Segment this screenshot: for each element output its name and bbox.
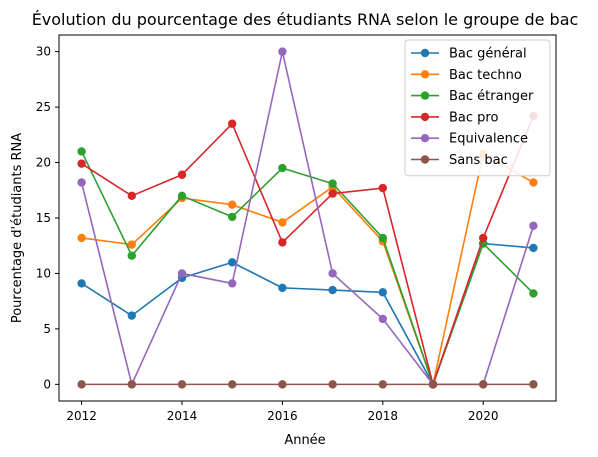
legend-item: Sans bac <box>411 153 508 168</box>
data-point <box>77 159 86 168</box>
data-point <box>177 191 187 201</box>
y-axis-label: Pourcentage d'étudiants RNA <box>10 133 25 323</box>
series-2 <box>77 147 538 389</box>
data-point <box>127 191 136 201</box>
data-point <box>328 380 337 389</box>
data-point <box>77 279 86 288</box>
legend-item: Bac techno <box>411 68 522 83</box>
legend-marker <box>420 134 430 143</box>
legend-label: Sans bac <box>449 153 508 168</box>
data-point <box>127 380 136 389</box>
data-point <box>529 221 538 230</box>
data-point <box>328 269 337 278</box>
axis-ticks: 2012 2014 2016 2018 2020 0 5 10 15 20 25 30 <box>36 45 499 423</box>
data-point <box>227 200 237 209</box>
data-point <box>77 380 86 389</box>
data-point <box>328 189 337 198</box>
data-point <box>177 170 187 179</box>
y-tick-label: 5 <box>43 322 51 336</box>
data-point <box>278 380 287 389</box>
data-point <box>529 380 538 389</box>
legend-label: Bac général <box>449 47 527 62</box>
data-point <box>529 289 538 298</box>
data-point <box>77 147 86 156</box>
x-tick-label: 2014 <box>167 409 198 423</box>
legend-marker <box>420 112 430 122</box>
data-point <box>479 380 488 389</box>
data-point <box>378 288 388 297</box>
x-tick-label: 2020 <box>468 409 499 423</box>
legend-label: Bac pro <box>449 110 498 125</box>
series-line <box>81 242 534 386</box>
chart-title: Évolution du pourcentage des étudiants R… <box>32 10 579 29</box>
data-point <box>127 251 136 260</box>
series-0 <box>77 239 538 389</box>
data-point <box>127 311 136 320</box>
legend-label: Equivalence <box>449 132 528 147</box>
data-point <box>177 380 187 389</box>
series-3 <box>77 111 538 389</box>
data-point <box>278 218 287 227</box>
data-point <box>77 178 86 187</box>
y-tick-label: 0 <box>43 377 51 391</box>
data-point <box>227 119 237 128</box>
y-tick-label: 20 <box>36 156 51 170</box>
legend-item: Equivalence <box>411 132 528 147</box>
y-tick-label: 30 <box>36 45 51 59</box>
data-point <box>278 283 287 293</box>
series-line <box>80 151 534 386</box>
data-point <box>378 314 388 324</box>
series-line <box>81 115 535 386</box>
data-point <box>177 269 187 278</box>
data-point <box>278 163 287 173</box>
data-point <box>227 279 237 288</box>
data-point <box>378 183 388 193</box>
y-tick-label: 25 <box>36 100 51 114</box>
legend-item: Bac général <box>411 47 527 62</box>
data-point <box>378 233 388 243</box>
data-point <box>227 258 237 267</box>
series-line <box>81 152 534 386</box>
data-point <box>127 240 136 249</box>
x-tick-label: 2018 <box>368 409 399 423</box>
data-point <box>529 178 538 187</box>
legend-label: Bac techno <box>449 68 522 83</box>
y-tick-label: 15 <box>36 211 51 225</box>
legend-box <box>404 39 551 177</box>
data-point <box>428 380 438 389</box>
legend-marker <box>420 48 430 58</box>
legend-item: Bac étranger <box>411 89 534 104</box>
x-axis-label: Année <box>284 433 325 448</box>
x-tick-label: 2012 <box>66 409 97 423</box>
data-point <box>529 243 538 253</box>
data-point <box>328 179 337 188</box>
series-5 <box>77 380 538 389</box>
data-point <box>227 380 237 389</box>
data-point <box>77 233 86 243</box>
legend-marker <box>420 70 430 79</box>
legend-marker <box>420 155 430 164</box>
data-point <box>378 380 388 389</box>
data-point <box>328 285 337 295</box>
axes-frame <box>58 34 557 402</box>
data-point <box>479 233 488 243</box>
legend: Bac général Bac techno Bac étranger Bac pro… <box>404 39 551 177</box>
x-tick-label: 2016 <box>267 409 298 423</box>
data-point <box>278 238 287 247</box>
y-tick-label: 10 <box>36 266 51 280</box>
legend-marker <box>420 91 430 100</box>
data-point <box>227 212 237 222</box>
data-point <box>278 47 287 56</box>
legend-item: Bac pro <box>411 110 498 125</box>
series-layer <box>77 47 538 389</box>
legend-label: Bac étranger <box>449 89 534 104</box>
